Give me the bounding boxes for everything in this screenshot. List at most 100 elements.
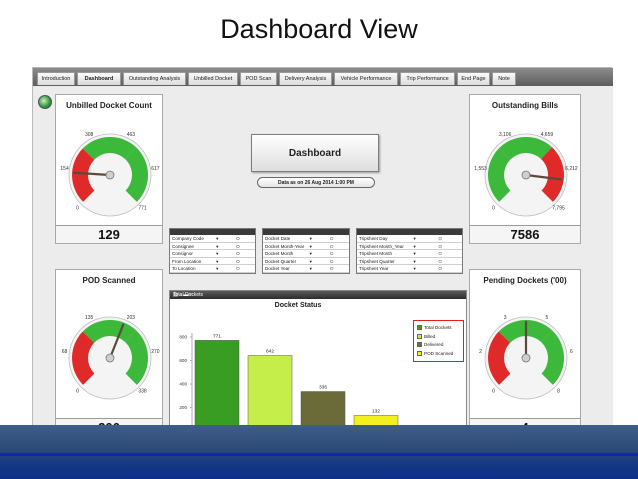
- dropdown-arrow-icon[interactable]: ▼: [308, 236, 313, 241]
- pending-dockets-gauge: 0 2 3 5 6 8: [479, 315, 573, 400]
- tab-end-page[interactable]: End Page: [457, 72, 490, 85]
- filter-label: Tripsheet Year: [359, 266, 389, 272]
- filter-row[interactable]: Tripsheet Month_Year ▼ O: [357, 243, 462, 251]
- legend-label: Delivered: [424, 342, 444, 347]
- unbilled-docket-gauge-panel[interactable]: Unbilled Docket Count 0 154 308 463 617 771 1…: [55, 94, 163, 244]
- tab-unbilled-docket[interactable]: Unbilled Docket: [188, 72, 238, 85]
- filter-listbox[interactable]: Company Code ▼ O Consignee ▼ O Consignor ▼ O From…: [169, 228, 256, 274]
- filter-listbox[interactable]: Tripsheet Day ▼ O Tripsheet Month_Year ▼ O Tri…: [356, 228, 463, 274]
- dropdown-arrow-icon[interactable]: ▼: [308, 266, 313, 272]
- filter-row[interactable]: Tripsheet Day ▼ O: [357, 235, 462, 243]
- gauge-value: 7586: [470, 225, 580, 243]
- filter-label: Company Code: [172, 236, 204, 241]
- tab-introduction[interactable]: Introduction: [37, 72, 75, 85]
- dropdown-arrow-icon[interactable]: ▼: [215, 243, 220, 249]
- gauge-tick-label: 203: [127, 315, 136, 321]
- filter-label: From Location: [172, 258, 202, 264]
- dropdown-arrow-icon[interactable]: ▼: [308, 251, 313, 257]
- gauge-tick-label: 4,659: [541, 132, 554, 138]
- gauge-tick-label: 154: [60, 166, 69, 172]
- filter-row[interactable]: Tripsheet Quarter ▼ O: [357, 258, 462, 266]
- dropdown-arrow-icon[interactable]: ▼: [412, 258, 417, 264]
- tab-pod-scan[interactable]: POD Scan: [240, 72, 277, 85]
- filter-row[interactable]: Tripsheet Month ▼ O: [357, 250, 462, 258]
- dropdown-arrow-icon[interactable]: ▼: [308, 243, 313, 249]
- filter-value-marker: O: [236, 251, 240, 257]
- gauge-tick-label: 771: [138, 206, 147, 212]
- gauge-tick-label: 6,212: [565, 166, 578, 172]
- filter-row[interactable]: Docket Month-Year ▼ O: [263, 243, 349, 251]
- filter-row[interactable]: Consignor ▼ O: [170, 250, 255, 258]
- filter-row[interactable]: Company Code ▼ O: [170, 235, 255, 243]
- dropdown-arrow-icon[interactable]: ▼: [412, 266, 417, 272]
- filter-value-marker: O: [438, 258, 442, 264]
- filter-label: Docket Quarter: [265, 258, 297, 264]
- dropdown-arrow-icon[interactable]: ▼: [215, 251, 220, 257]
- gauge-zone-green: [498, 137, 553, 160]
- dropdown-arrow-icon[interactable]: ▼: [412, 251, 417, 257]
- y-tick-label: 400: [179, 382, 187, 387]
- dropdown-arrow-icon[interactable]: ▼: [412, 236, 417, 241]
- filter-label: Tripsheet Month: [359, 251, 393, 257]
- gauge-tick-label: 6: [570, 349, 573, 355]
- tab-outstanding-analysis[interactable]: Outstanding Analysis: [123, 72, 186, 85]
- gauge-tick-label: 2: [479, 349, 482, 355]
- outstanding-bills-gauge-panel[interactable]: Outstanding Bills 0 1,553 3,106 4,659 6,212 7…: [469, 94, 581, 244]
- tab-vehicle-performance[interactable]: Vehicle Performance: [334, 72, 398, 85]
- sheet-tab-bar: Introduction Dashboard Outstanding Analysi…: [33, 68, 613, 86]
- gauge-tick-label: 5: [545, 315, 548, 321]
- dropdown-arrow-icon[interactable]: ▼: [215, 266, 220, 272]
- gauge-tick-label: 3,106: [499, 132, 512, 138]
- dashboard-sheet: Unbilled Docket Count 0 154 308 463 617 771 1…: [33, 86, 613, 450]
- bar-data-label: 771: [213, 333, 221, 339]
- filter-value-marker: O: [438, 236, 442, 241]
- bar[interactable]: [247, 355, 293, 432]
- dropdown-arrow-icon[interactable]: ▼: [308, 258, 313, 264]
- filter-row[interactable]: Docket Date ▼ O: [263, 235, 349, 243]
- gauge-value: 129: [56, 225, 162, 243]
- dropdown-arrow-icon[interactable]: ▼: [412, 243, 417, 249]
- filter-value-marker: O: [329, 266, 334, 272]
- slide-title: Dashboard View: [220, 14, 418, 44]
- gauge-tick-label: 270: [151, 349, 160, 355]
- legend-item: Total Dockets: [417, 325, 452, 330]
- filter-row[interactable]: From Location ▼ O: [170, 258, 255, 266]
- gauge-zone-red: [488, 331, 511, 385]
- filter-header: [170, 229, 255, 235]
- gauge-tick-label: 8: [557, 389, 560, 395]
- filter-row[interactable]: Docket Month ▼ O: [263, 250, 349, 258]
- filter-row[interactable]: Consignee ▼ O: [170, 243, 255, 251]
- filter-row[interactable]: Tripsheet Year ▼ O: [357, 265, 462, 273]
- filter-value-marker: O: [329, 258, 334, 264]
- legend-swatch: [417, 325, 422, 330]
- gauge-title: Outstanding Bills: [491, 101, 559, 110]
- filter-row[interactable]: Docket Year ▼ O: [263, 265, 349, 273]
- tab-note[interactable]: Note: [492, 72, 516, 85]
- filter-label: Docket Date: [265, 236, 291, 241]
- y-tick-label: 200: [179, 405, 187, 410]
- tab-dashboard[interactable]: Dashboard: [77, 72, 121, 85]
- dropdown-arrow-icon[interactable]: ▼: [215, 236, 220, 241]
- tab-delivery-analysis[interactable]: Delivery Analysis: [279, 72, 332, 85]
- gauge-hub: [521, 170, 531, 180]
- tab-trip-performance[interactable]: Trip Performance: [400, 72, 455, 85]
- gauge-tick-label: 308: [85, 132, 94, 138]
- filter-label: Tripsheet Quarter: [359, 258, 395, 264]
- filter-listbox[interactable]: Docket Date ▼ O Docket Month-Year ▼ O Docket M…: [262, 228, 350, 274]
- legend-swatch: [417, 350, 422, 356]
- chart-caption-controls-icon[interactable]: ▤ ⌂ ▬ □: [173, 292, 193, 298]
- bar[interactable]: [194, 340, 240, 432]
- filter-value-marker: O: [236, 266, 240, 272]
- bar[interactable]: [300, 391, 346, 432]
- chart-caption-bar: Total Dockets ▤ ⌂ ▬ □: [170, 291, 466, 299]
- gauge-tick-label: 0: [492, 389, 495, 395]
- unbilled-docket-gauge: 0 154 308 463 617 771: [60, 132, 160, 217]
- bar-data-label: 336: [319, 385, 327, 391]
- dropdown-arrow-icon[interactable]: ▼: [215, 258, 220, 264]
- gauge-tick-label: 1,553: [474, 166, 487, 172]
- filter-row[interactable]: To Location ▼ O: [170, 265, 255, 273]
- gauge-tick-label: 0: [76, 389, 79, 395]
- filter-row[interactable]: Docket Quarter ▼ O: [263, 258, 349, 266]
